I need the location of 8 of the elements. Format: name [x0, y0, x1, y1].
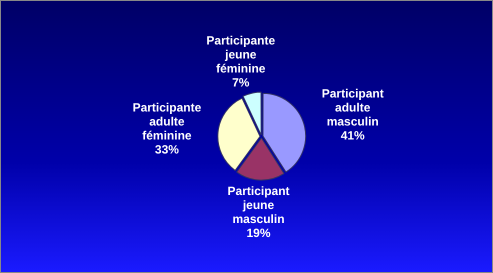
slice-label: Participant adulte masculin [322, 86, 384, 129]
slice-label: Participante adulte féminine [132, 100, 202, 143]
slice-label: Participante jeune féminine [206, 34, 276, 76]
data-label: 41% [340, 128, 366, 143]
data-label: 7% [232, 76, 250, 90]
data-label: 19% [246, 226, 271, 240]
data-label: 33% [154, 142, 180, 157]
slice-label: Participant jeune masculin [228, 184, 290, 226]
